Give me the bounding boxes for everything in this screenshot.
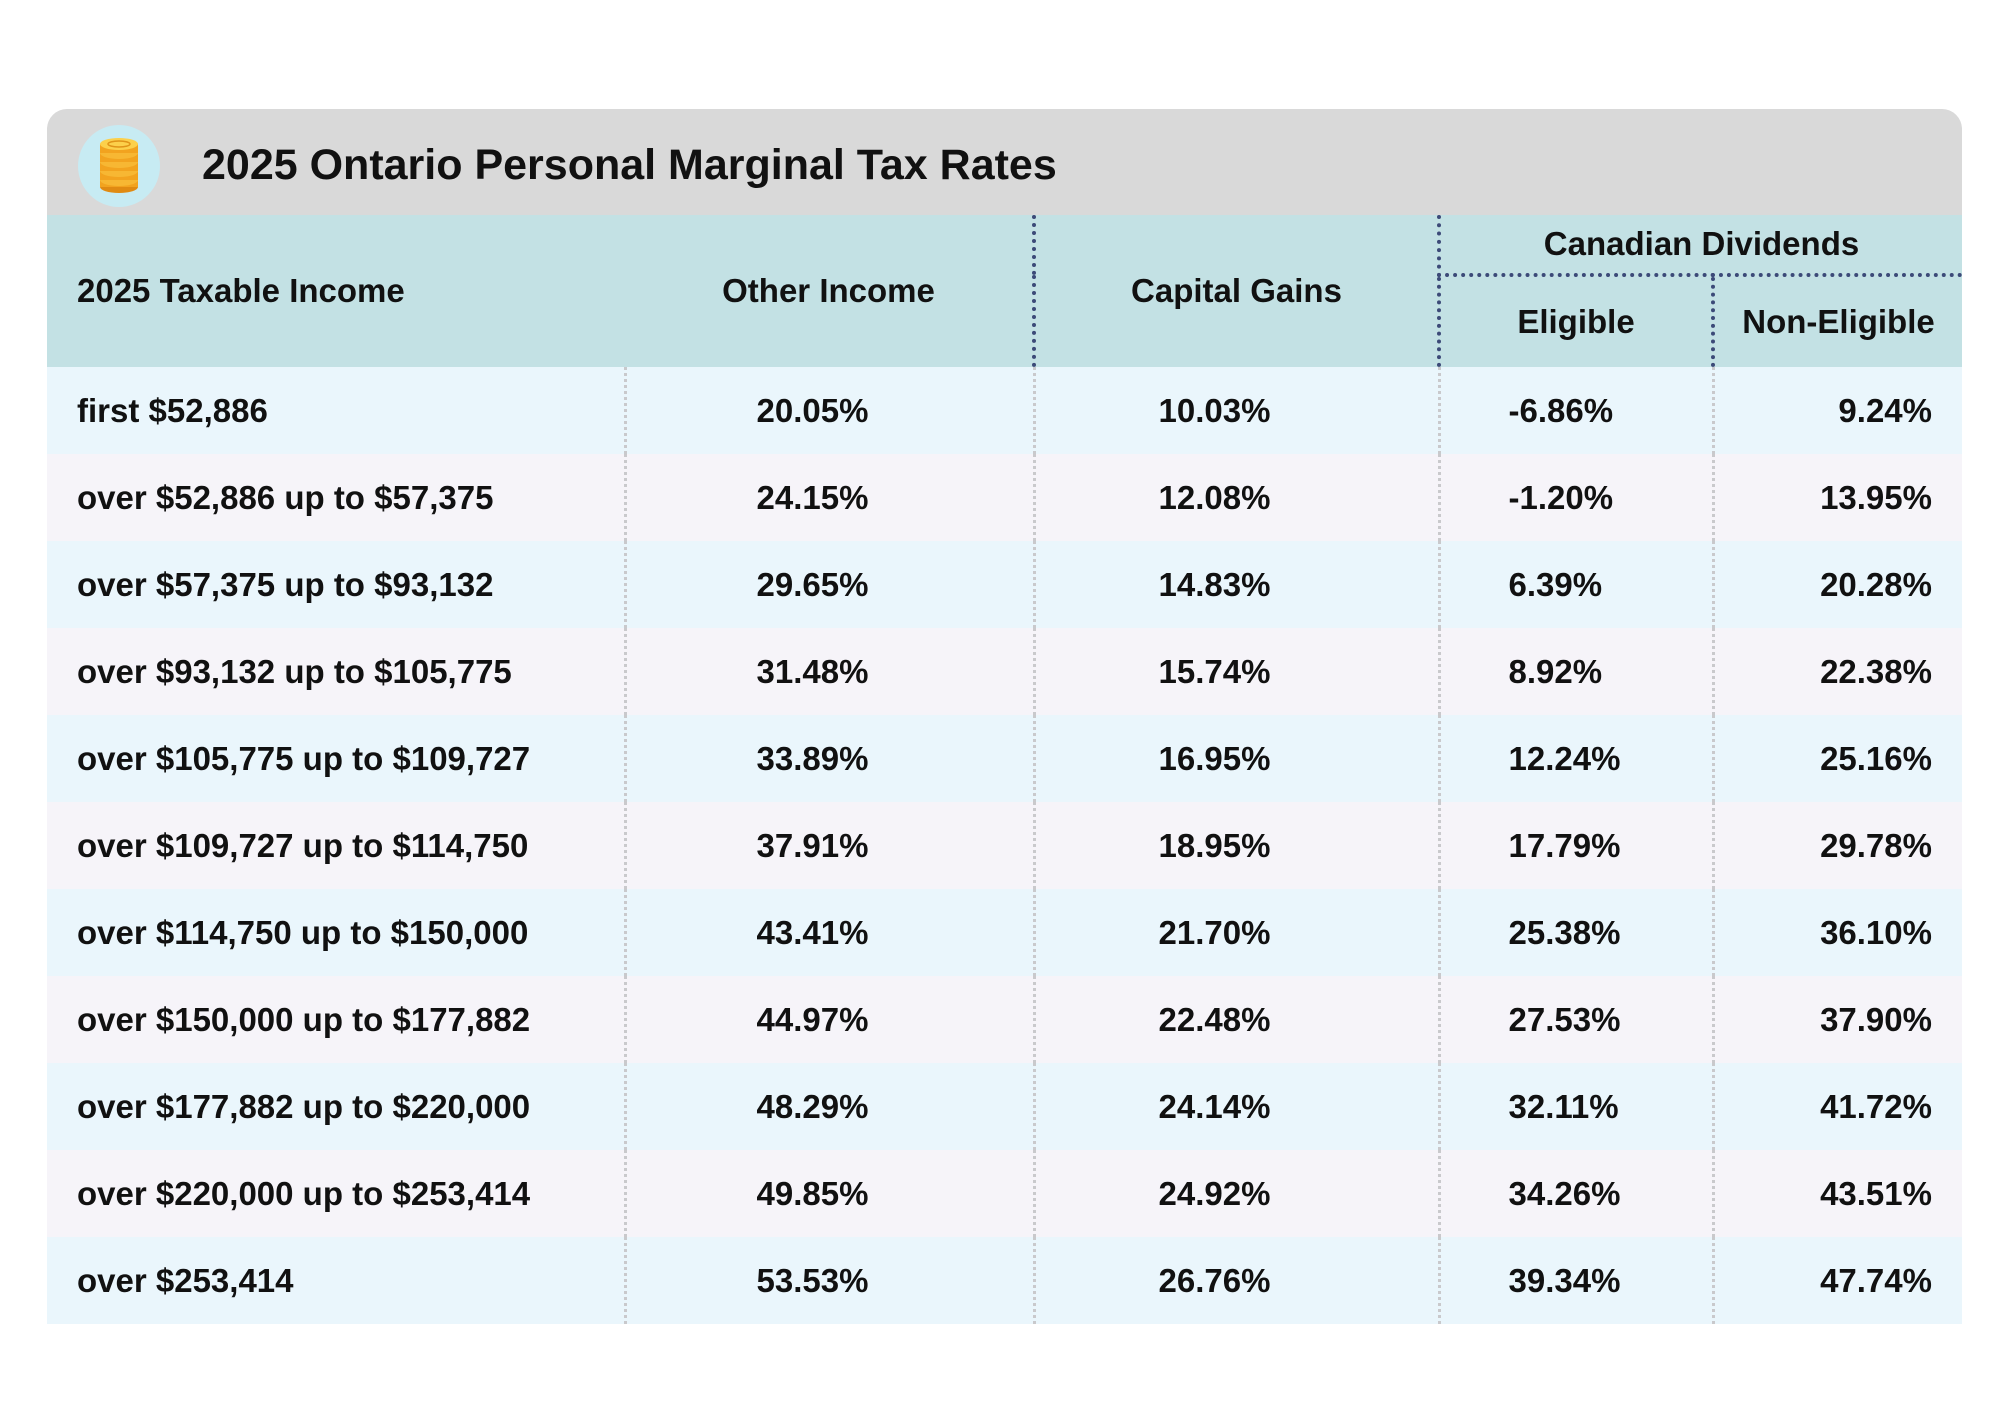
cell-capital-gains: 24.92%: [1032, 1150, 1439, 1237]
cell-income: over $57,375 up to $93,132: [47, 541, 625, 628]
cell-eligible: 27.53%: [1437, 976, 1713, 1063]
cell-eligible: -1.20%: [1437, 454, 1713, 541]
cell-income: over $253,414: [47, 1237, 625, 1324]
cell-capital-gains: 21.70%: [1032, 889, 1439, 976]
cell-non-eligible: 41.72%: [1711, 1063, 1962, 1150]
cell-capital-gains: 18.95%: [1032, 802, 1439, 889]
cell-non-eligible: 47.74%: [1711, 1237, 1962, 1324]
cell-income: over $93,132 up to $105,775: [47, 628, 625, 715]
cell-other-income: 44.97%: [623, 976, 1034, 1063]
cell-eligible: -6.86%: [1437, 367, 1713, 454]
header-capital-gains: Capital Gains: [1032, 215, 1439, 367]
cell-other-income: 33.89%: [623, 715, 1034, 802]
cell-other-income: 37.91%: [623, 802, 1034, 889]
header-canadian-dividends: Canadian Dividends: [1437, 215, 1962, 277]
cell-non-eligible: 13.95%: [1711, 454, 1962, 541]
cell-income: first $52,886: [47, 367, 625, 454]
header-other-income: Other Income: [625, 215, 1034, 367]
table-row: over $253,414 53.53% 26.76% 39.34% 47.74…: [47, 1237, 1962, 1324]
cell-income: over $177,882 up to $220,000: [47, 1063, 625, 1150]
table-row: first $52,886 20.05% 10.03% -6.86% 9.24%: [47, 367, 1962, 454]
cell-capital-gains: 10.03%: [1032, 367, 1439, 454]
cell-income: over $52,886 up to $57,375: [47, 454, 625, 541]
cell-other-income: 20.05%: [623, 367, 1034, 454]
cell-income: over $105,775 up to $109,727: [47, 715, 625, 802]
cell-other-income: 53.53%: [623, 1237, 1034, 1324]
cell-eligible: 34.26%: [1437, 1150, 1713, 1237]
cell-non-eligible: 25.16%: [1711, 715, 1962, 802]
cell-eligible: 12.24%: [1437, 715, 1713, 802]
cell-eligible: 6.39%: [1437, 541, 1713, 628]
header-taxable-income: 2025 Taxable Income: [47, 215, 625, 367]
table-row: over $220,000 up to $253,414 49.85% 24.9…: [47, 1150, 1962, 1237]
cell-non-eligible: 43.51%: [1711, 1150, 1962, 1237]
tax-rates-card: 2025 Ontario Personal Marginal Tax Rates…: [47, 109, 1962, 1324]
cell-non-eligible: 29.78%: [1711, 802, 1962, 889]
coins-icon: [78, 125, 160, 207]
cell-capital-gains: 14.83%: [1032, 541, 1439, 628]
cell-non-eligible: 20.28%: [1711, 541, 1962, 628]
cell-eligible: 8.92%: [1437, 628, 1713, 715]
cell-income: over $150,000 up to $177,882: [47, 976, 625, 1063]
table-row: over $109,727 up to $114,750 37.91% 18.9…: [47, 802, 1962, 889]
cell-other-income: 29.65%: [623, 541, 1034, 628]
cell-income: over $109,727 up to $114,750: [47, 802, 625, 889]
cell-capital-gains: 22.48%: [1032, 976, 1439, 1063]
table-row: over $177,882 up to $220,000 48.29% 24.1…: [47, 1063, 1962, 1150]
cell-other-income: 31.48%: [623, 628, 1034, 715]
cell-eligible: 39.34%: [1437, 1237, 1713, 1324]
page-title: 2025 Ontario Personal Marginal Tax Rates: [202, 141, 1057, 189]
table-row: over $114,750 up to $150,000 43.41% 21.7…: [47, 889, 1962, 976]
cell-other-income: 24.15%: [623, 454, 1034, 541]
cell-capital-gains: 24.14%: [1032, 1063, 1439, 1150]
cell-eligible: 17.79%: [1437, 802, 1713, 889]
cell-income: over $220,000 up to $253,414: [47, 1150, 625, 1237]
cell-capital-gains: 12.08%: [1032, 454, 1439, 541]
table-row: over $52,886 up to $57,375 24.15% 12.08%…: [47, 454, 1962, 541]
cell-non-eligible: 36.10%: [1711, 889, 1962, 976]
table-row: over $93,132 up to $105,775 31.48% 15.74…: [47, 628, 1962, 715]
table-row: over $57,375 up to $93,132 29.65% 14.83%…: [47, 541, 1962, 628]
table-row: over $150,000 up to $177,882 44.97% 22.4…: [47, 976, 1962, 1063]
header-eligible: Eligible: [1437, 275, 1713, 367]
cell-capital-gains: 26.76%: [1032, 1237, 1439, 1324]
cell-income: over $114,750 up to $150,000: [47, 889, 625, 976]
cell-eligible: 25.38%: [1437, 889, 1713, 976]
title-bar: 2025 Ontario Personal Marginal Tax Rates: [47, 109, 1962, 215]
cell-other-income: 43.41%: [623, 889, 1034, 976]
cell-non-eligible: 22.38%: [1711, 628, 1962, 715]
cell-other-income: 48.29%: [623, 1063, 1034, 1150]
cell-other-income: 49.85%: [623, 1150, 1034, 1237]
cell-non-eligible: 37.90%: [1711, 976, 1962, 1063]
tax-rates-table: 2025 Taxable Income Other Income Capital…: [47, 215, 1962, 1324]
cell-capital-gains: 15.74%: [1032, 628, 1439, 715]
table-row: over $105,775 up to $109,727 33.89% 16.9…: [47, 715, 1962, 802]
cell-eligible: 32.11%: [1437, 1063, 1713, 1150]
cell-non-eligible: 9.24%: [1711, 367, 1962, 454]
header-non-eligible: Non-Eligible: [1711, 275, 1962, 367]
cell-capital-gains: 16.95%: [1032, 715, 1439, 802]
